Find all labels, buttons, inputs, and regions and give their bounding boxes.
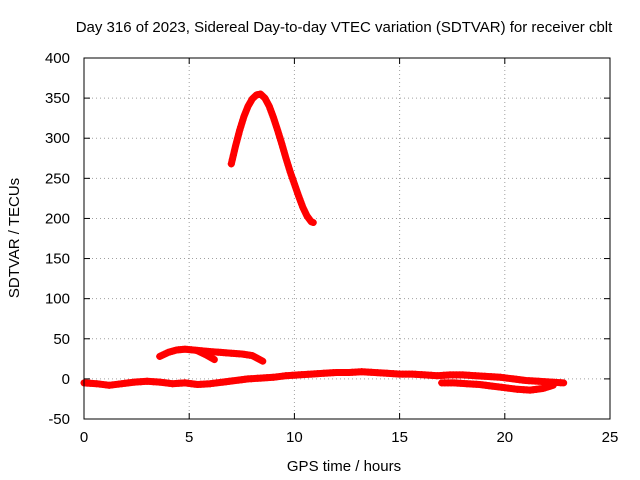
data-point xyxy=(279,143,287,151)
data-point xyxy=(284,161,292,169)
y-tick-label: 100 xyxy=(45,291,70,308)
data-point xyxy=(270,117,278,125)
x-tick-label: 10 xyxy=(286,429,303,446)
data-point xyxy=(229,151,237,159)
plot-frame xyxy=(83,57,611,420)
y-tick-label: 200 xyxy=(45,210,70,227)
data-point xyxy=(282,154,290,162)
data-point xyxy=(231,142,239,150)
data-point xyxy=(278,140,286,148)
data-point xyxy=(236,126,244,134)
data-point xyxy=(239,116,247,124)
data-point xyxy=(233,138,241,146)
data-point xyxy=(276,133,284,141)
data-point xyxy=(280,147,288,155)
data-point xyxy=(237,123,245,131)
data-point xyxy=(309,218,317,226)
grid-lines xyxy=(84,58,610,419)
data-point xyxy=(274,126,282,134)
y-tick-label: 300 xyxy=(45,130,70,147)
data-point xyxy=(256,356,264,364)
data-point xyxy=(227,160,235,168)
data-point xyxy=(557,379,565,387)
data-point xyxy=(208,354,216,362)
y-axis-label: SDTVAR / TECUs xyxy=(6,178,23,298)
y-tick-label: -50 xyxy=(48,411,70,428)
chart-title: Day 316 of 2023, Sidereal Day-to-day VTE… xyxy=(76,19,613,36)
data-point xyxy=(271,120,279,128)
y-tick-label: 250 xyxy=(45,170,70,187)
y-tick-label: 150 xyxy=(45,251,70,268)
y-tick-label: 350 xyxy=(45,90,70,107)
x-tick-label: 5 xyxy=(185,429,193,446)
data-point xyxy=(238,119,246,127)
x-tick-label: 0 xyxy=(80,429,88,446)
data-point xyxy=(281,151,289,159)
data-point xyxy=(235,130,243,138)
data-point xyxy=(269,113,277,121)
data-point xyxy=(273,123,281,131)
y-tick-label: 400 xyxy=(45,50,70,67)
x-axis-label: GPS time / hours xyxy=(287,458,401,475)
y-tick-label: 0 xyxy=(62,371,70,388)
data-point xyxy=(230,147,238,155)
x-tick-label: 15 xyxy=(391,429,408,446)
data-point xyxy=(275,130,283,138)
data-point xyxy=(285,165,293,173)
data-point xyxy=(234,134,242,142)
x-tick-label: 25 xyxy=(602,429,619,446)
data-series xyxy=(80,90,568,394)
data-point xyxy=(283,158,291,166)
x-tick-label: 20 xyxy=(496,429,513,446)
data-point xyxy=(277,136,285,144)
data-point xyxy=(228,155,236,163)
data-point xyxy=(547,382,555,390)
y-tick-label: 50 xyxy=(53,331,70,348)
axis-ticks: 0 5 10 15 20 25 -50 0 50 100 150 200 250 300 350 400 xyxy=(45,50,618,446)
